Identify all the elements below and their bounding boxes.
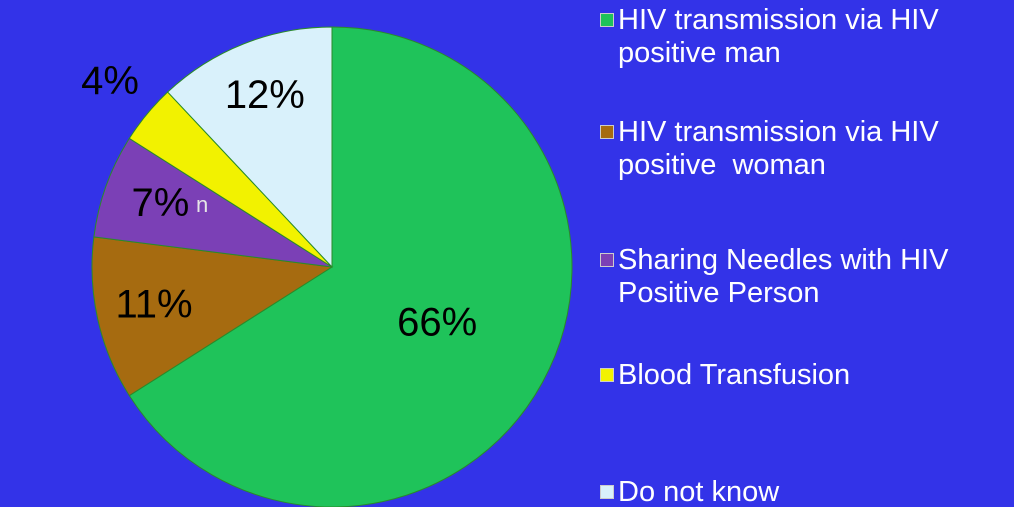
legend-swatch [600, 253, 614, 267]
legend-item: HIV transmission via HIV positive woman [600, 116, 1000, 182]
pie-slice [167, 26, 333, 269]
annotation: n [196, 192, 209, 217]
legend-label: Do not know [618, 476, 780, 507]
data-label: 66% [397, 300, 477, 344]
data-label: 4% [81, 59, 139, 103]
data-label: 7% [131, 181, 189, 225]
legend-swatch [600, 13, 614, 27]
legend-item: HIV transmission via HIV positive man [600, 4, 1000, 70]
legend-label: HIV transmission via HIV positive woman [618, 116, 947, 181]
data-label: 12% [225, 73, 305, 117]
legend-item: Do not know [600, 476, 1000, 507]
pie-slice [91, 236, 334, 397]
legend-label: Sharing Needles with HIV Positive Person [618, 244, 957, 309]
legend-label: HIV transmission via HIV positive man [618, 4, 947, 69]
data-label: 11% [115, 282, 192, 326]
legend-label: Blood Transfusion [618, 359, 851, 391]
legend-swatch [600, 485, 614, 499]
legend-item: Blood Transfusion [600, 359, 1000, 392]
legend-swatch [600, 368, 614, 382]
legend-item: Sharing Needles with HIV Positive Person [600, 244, 1000, 310]
pie-slice [93, 137, 333, 268]
legend-swatch [600, 125, 614, 139]
pie-slice [128, 26, 573, 507]
